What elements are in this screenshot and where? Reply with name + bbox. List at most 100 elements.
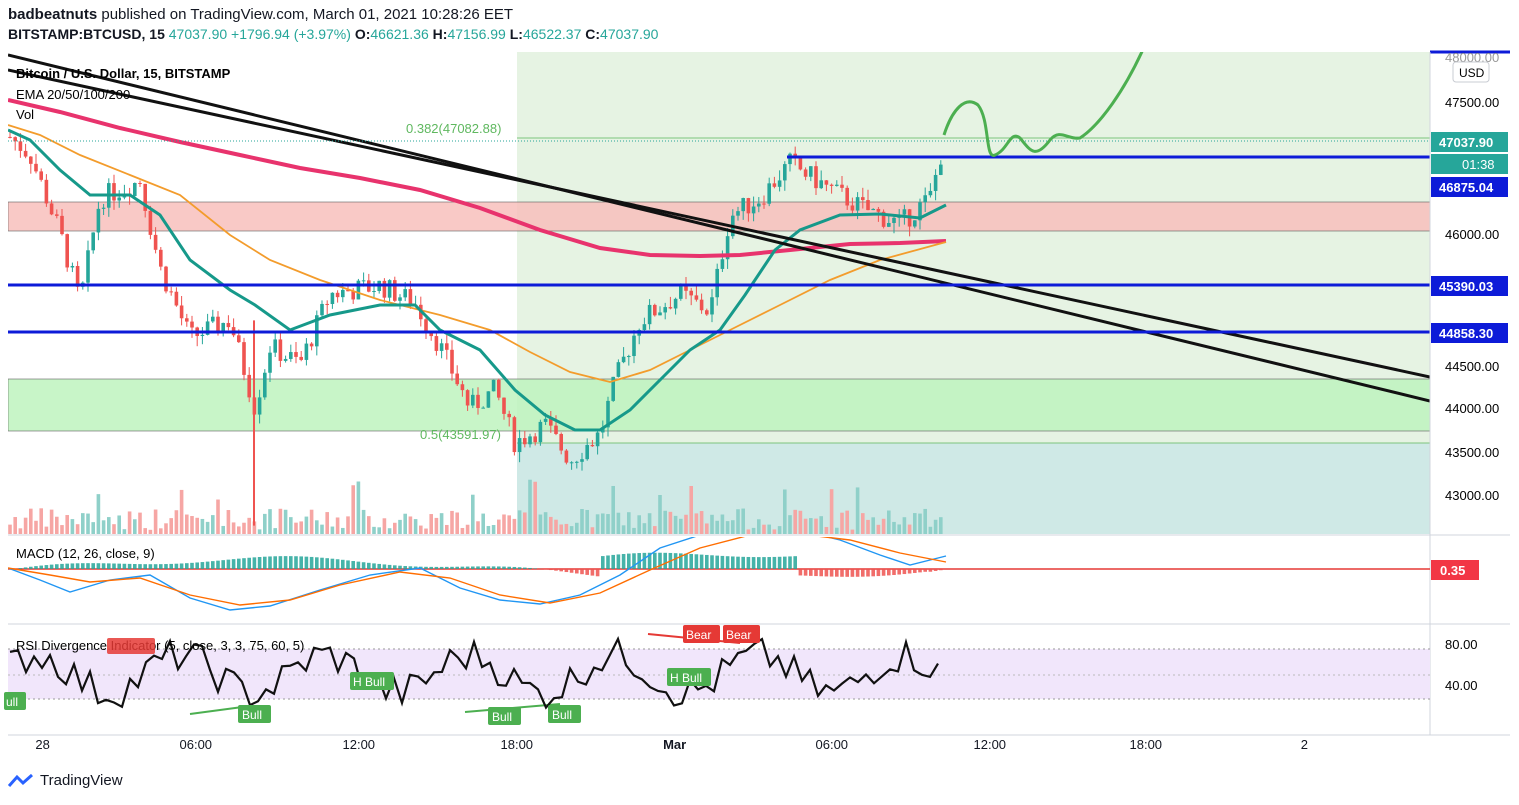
candle-body (642, 324, 647, 331)
footer-brand[interactable]: TradingView (8, 772, 123, 789)
candle-body (341, 289, 345, 298)
vol-legend[interactable]: Vol (16, 107, 34, 122)
candle-body (502, 397, 506, 414)
macd-histogram-bar (169, 563, 173, 569)
volume-bars (8, 479, 943, 534)
macd-histogram-bar (699, 554, 704, 569)
volume-bar (554, 519, 558, 534)
macd-histogram-bar (55, 564, 59, 569)
rsi-line[interactable] (9, 636, 939, 710)
countdown-badge (1431, 154, 1508, 174)
candle-body (653, 304, 657, 316)
macd-histogram-bar (845, 569, 849, 577)
ema-legend[interactable]: EMA 20/50/100/200 (16, 87, 130, 102)
volume-bar (237, 526, 241, 534)
candle-body (902, 209, 907, 215)
support-zone[interactable] (8, 378, 1430, 432)
macd-histogram-bar (528, 567, 532, 569)
volume-bar (627, 512, 631, 534)
candle-body (159, 249, 163, 267)
fib-382-label: 0.382(47082.88) (406, 121, 501, 136)
volume-bar (653, 526, 657, 534)
ema-50-line[interactable] (8, 124, 947, 383)
candle-body (517, 438, 522, 453)
macd-histogram-bar (268, 556, 272, 569)
time-axis[interactable]: 28 06:00 12:00 18:00 Mar 06:00 12:00 18:00 2 (35, 737, 1308, 752)
volume-bar (897, 524, 901, 534)
candle-body (361, 280, 366, 282)
candle-body (185, 318, 189, 322)
macd-histogram-bar (731, 556, 735, 569)
macd-histogram-bar (471, 566, 475, 569)
volume-bar (933, 519, 938, 534)
volume-bar (70, 519, 75, 534)
macd-histogram-bar (887, 569, 891, 576)
candle-body (148, 210, 153, 235)
macd-histogram-bar (741, 556, 745, 569)
macd-histogram-bar (523, 567, 527, 569)
time-tick: Mar (663, 737, 686, 752)
volume-bar (523, 512, 527, 534)
macd-histogram-bar (86, 563, 90, 569)
macd-legend[interactable]: MACD (12, 26, close, 9) (16, 546, 155, 561)
macd-histogram-bar (49, 564, 54, 569)
volume-bar (278, 508, 283, 534)
macd-signal-line[interactable] (8, 534, 947, 606)
macd-histogram-bar (351, 561, 355, 569)
macd-histogram-bar (809, 569, 813, 576)
macd-histogram-bar (138, 564, 142, 569)
volume-bar (86, 513, 90, 534)
candle-body (627, 356, 631, 358)
macd-histogram-bar (450, 566, 454, 569)
volume-bar (429, 514, 433, 534)
macd-value-text: 0.35 (1440, 563, 1465, 578)
candle-body (211, 316, 215, 322)
rsi-legend[interactable]: RSI Divergence Indicator (5, close, 3, 3… (16, 638, 304, 653)
ema-20-line[interactable] (8, 128, 947, 432)
macd-histogram-bar (455, 566, 459, 569)
resistance-zone[interactable] (8, 201, 1430, 232)
price-axis[interactable]: 48000.00 USD 47500.00 46000.00 44500.00 … (1431, 50, 1508, 693)
candle-body (294, 352, 298, 357)
candle-body (647, 304, 652, 325)
candle-body (424, 319, 428, 332)
candle-body (247, 374, 251, 398)
macd-histogram-bar (91, 563, 95, 569)
trendline-lower[interactable] (8, 68, 1430, 379)
volume-bar (424, 528, 428, 534)
currency-button[interactable] (1452, 61, 1490, 83)
volume-bar (741, 508, 745, 534)
trendline-upper[interactable] (8, 53, 1430, 403)
volume-bar (382, 518, 387, 534)
level-badge-text: 44858.30 (1439, 326, 1493, 341)
publisher-name[interactable]: badbeatnuts (8, 6, 98, 23)
projection-path[interactable] (942, 45, 1145, 157)
chart-title: Bitcoin / U.S. Dollar, 15, BITSTAMP (16, 66, 231, 81)
candle-body (933, 174, 938, 191)
volume-bar (190, 516, 194, 534)
macd-histogram-bar (736, 556, 740, 569)
volume-bar (564, 523, 569, 534)
volume-bar (117, 515, 121, 534)
volume-bar (788, 515, 792, 534)
candle-body (632, 335, 636, 357)
volume-bar (486, 525, 491, 534)
volume-bar (372, 526, 376, 534)
time-tick: 12:00 (974, 737, 1007, 752)
candle-body (278, 339, 283, 361)
candle-body (715, 268, 719, 298)
bull-badge (4, 692, 26, 710)
macd-histogram-bar (840, 569, 844, 577)
volume-bar (231, 522, 236, 534)
level-badge-text: 46875.04 (1439, 180, 1494, 195)
macd-histogram-bar (798, 569, 803, 576)
candle-body (689, 290, 693, 296)
macd-histogram-bar (663, 552, 667, 569)
macd-histogram-bar (23, 567, 28, 569)
macd-line[interactable] (8, 528, 947, 611)
price-tick: 44500.00 (1445, 359, 1499, 374)
macd-histogram-bar (429, 566, 433, 569)
fib-lower-zone (517, 443, 1430, 534)
volume-bar (814, 518, 818, 534)
